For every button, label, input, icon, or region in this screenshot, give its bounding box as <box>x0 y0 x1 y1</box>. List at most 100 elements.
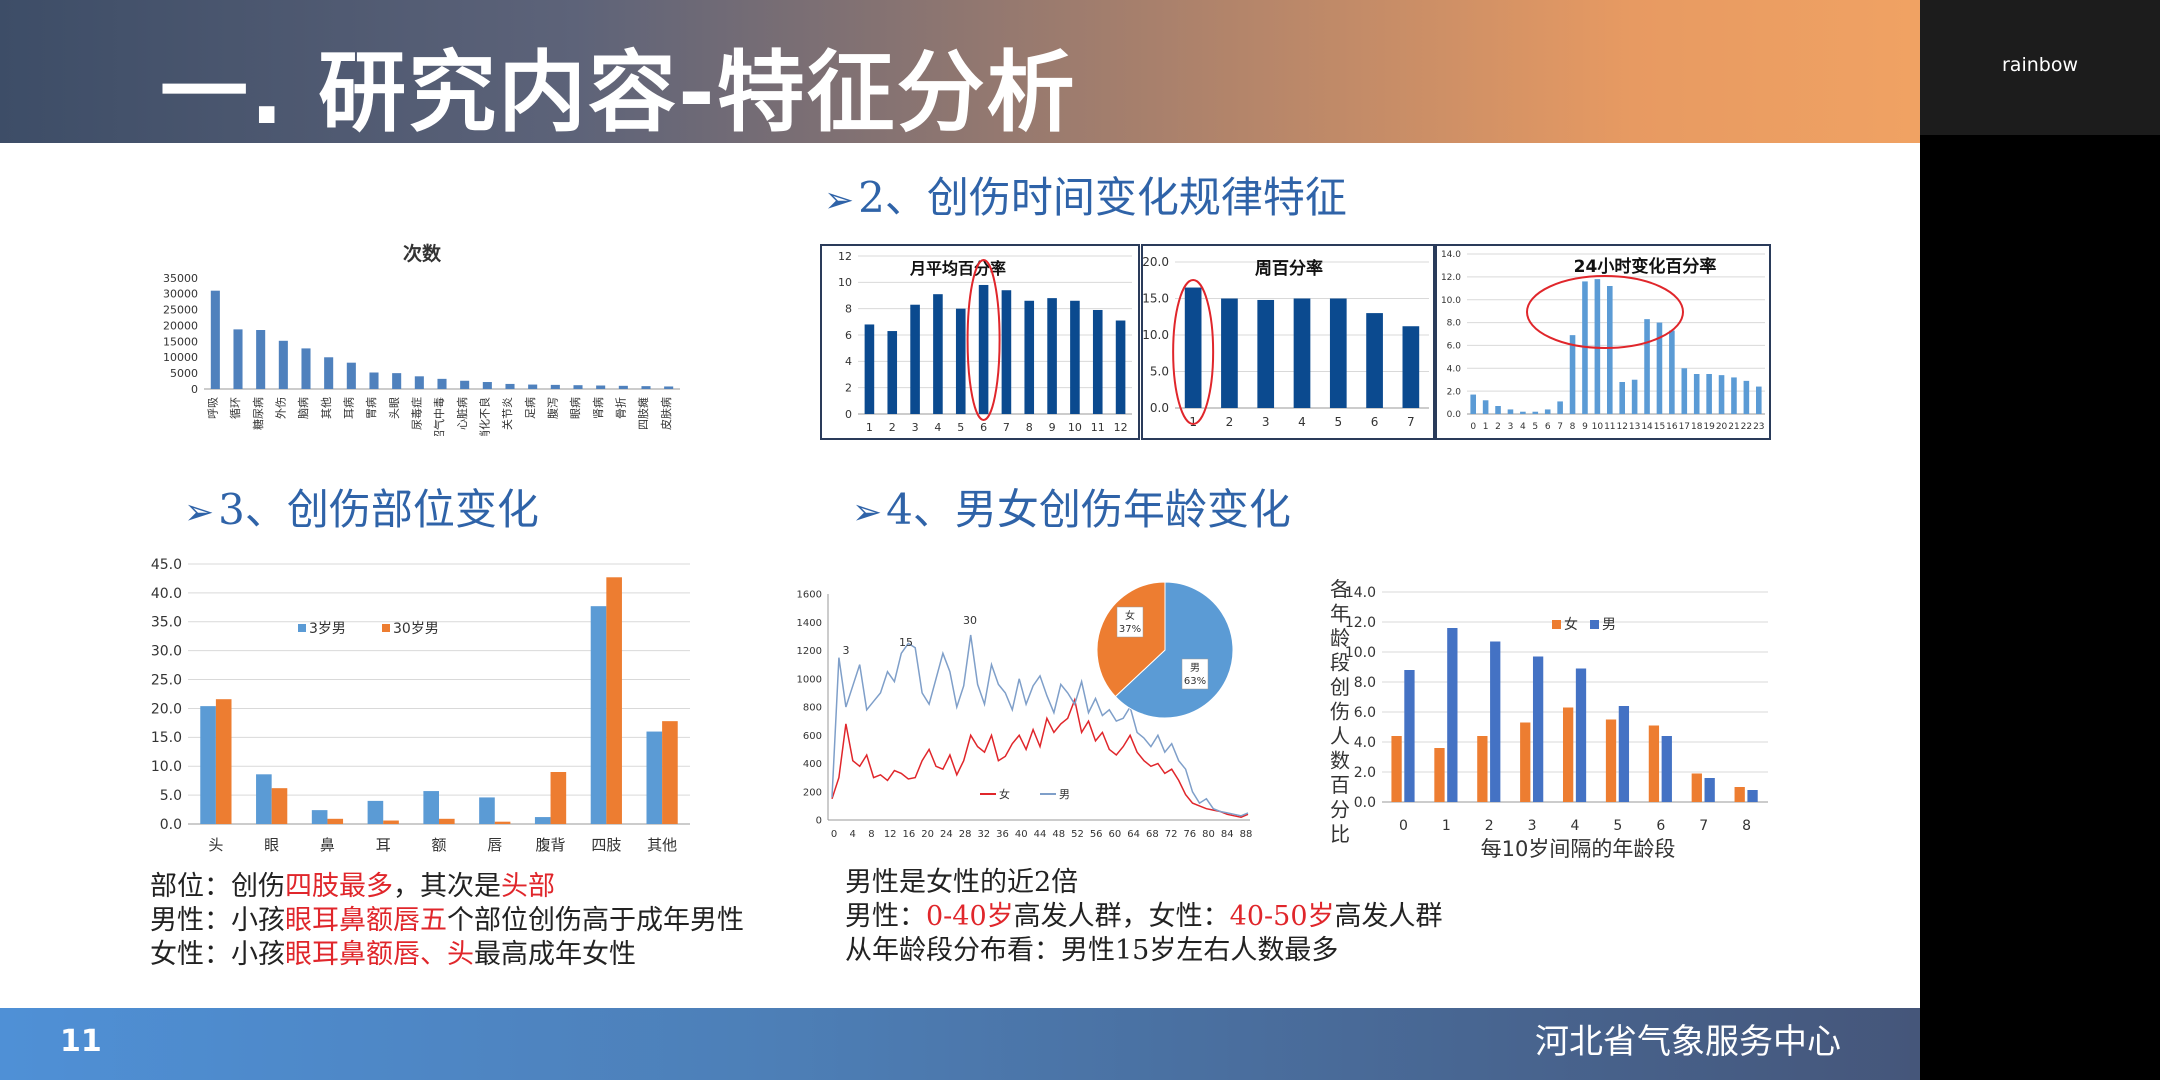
x-tick-label: 1 <box>866 421 873 434</box>
bar <box>439 818 455 824</box>
note-text: 男性：小孩 <box>150 905 285 936</box>
bar <box>301 348 311 389</box>
y-tick-label: 10.0 <box>1142 328 1169 342</box>
chart-title: 月平均百分率 <box>909 259 1006 278</box>
bar <box>606 577 622 824</box>
x-tick-label: 6 <box>1656 818 1665 834</box>
y-tick-label: 10000 <box>163 351 198 364</box>
x-tick-label: 68 <box>1146 829 1159 840</box>
bar <box>1631 379 1638 414</box>
x-tick-label: 糖尿病 <box>251 397 265 430</box>
bar <box>1447 628 1458 802</box>
x-tick-label: 21 <box>1728 422 1739 432</box>
bar <box>1490 641 1501 802</box>
y-tick-label: 2 <box>845 382 852 395</box>
y-tick-label: 35000 <box>163 272 198 285</box>
y-tick-label: 12.0 <box>1345 615 1376 631</box>
annotation-label: 15 <box>899 636 913 649</box>
chart-svg: 男 63% 女 37% <box>1096 581 1234 719</box>
bar <box>550 384 560 389</box>
x-tick-label: 40 <box>1015 829 1028 840</box>
x-tick-label: 耳病 <box>341 397 355 419</box>
bar <box>482 382 492 389</box>
bar <box>528 384 538 389</box>
bar <box>1402 326 1420 408</box>
bar <box>1532 656 1544 802</box>
y-tick-label: 0.0 <box>1150 401 1169 415</box>
x-tick-label: 64 <box>1127 829 1140 840</box>
y-tick-label: 1200 <box>797 646 822 657</box>
page-number: 11 <box>60 1024 102 1059</box>
presenter-video-tile[interactable]: rainbow <box>1920 0 2160 135</box>
y-tick-label: 30.0 <box>151 644 182 660</box>
x-tick-label: 0 <box>1399 818 1408 834</box>
x-tick-label: 眼病 <box>568 397 582 419</box>
x-tick-label: 5 <box>1532 422 1538 432</box>
bar <box>664 386 674 389</box>
x-tick-label: 18 <box>1691 422 1703 432</box>
bar <box>1734 787 1745 802</box>
x-tick-label: 鼻 <box>320 836 335 854</box>
note-right-line: 从年龄段分布看：男性15岁左右人数最多 <box>845 934 1443 968</box>
y-tick-label: 14.0 <box>1345 585 1376 601</box>
x-tick-label: 20 <box>921 829 934 840</box>
y-tick-label: 10.0 <box>1345 645 1376 661</box>
y-tick-label: 25.0 <box>151 672 182 688</box>
y-tick-label: 2.0 <box>1447 387 1462 397</box>
bar <box>646 731 663 824</box>
chart-title: 次数 <box>403 242 442 265</box>
x-tick-label: 76 <box>1183 829 1196 840</box>
bar <box>1731 377 1737 414</box>
y-tick-label: 25000 <box>163 304 198 317</box>
bar <box>1257 299 1275 408</box>
highlighted-text: 0-40岁 <box>926 901 1014 932</box>
y-tick-label: 10 <box>838 276 852 289</box>
x-tick-label: 20 <box>1716 422 1728 432</box>
x-tick-label: 10 <box>1068 421 1082 434</box>
arrow-bullet-icon: ➢ <box>184 492 215 533</box>
pie-label-box <box>1181 658 1209 690</box>
x-tick-label: 48 <box>1052 829 1065 840</box>
pie-label-box <box>1116 606 1144 638</box>
bar <box>324 357 334 389</box>
x-tick-label: 8 <box>868 829 874 840</box>
y-tick-label: 800 <box>803 703 822 714</box>
y-tick-label: 5.0 <box>160 788 182 804</box>
x-tick-label: 四肢瘫 <box>636 397 650 430</box>
x-tick-label: 12 <box>1114 421 1128 434</box>
section-title-time: ➢2、创伤时间变化规律特征 <box>824 164 1347 225</box>
x-tick-label: 3 <box>1528 818 1537 834</box>
pie-slice-女 <box>1096 581 1166 698</box>
section-title-time-text: 2、创伤时间变化规律特征 <box>858 173 1347 222</box>
note-text: 男性是女性的近2倍 <box>845 867 1079 898</box>
bar <box>550 772 567 824</box>
bar <box>1681 368 1688 414</box>
x-tick-label: 7 <box>1003 421 1010 434</box>
y-tick-label: 1600 <box>797 590 822 601</box>
highlighted-text: 四肢最多 <box>285 871 393 902</box>
bar <box>1070 300 1080 414</box>
bar <box>233 329 243 389</box>
x-tick-label: 4 <box>1298 415 1306 429</box>
x-tick-label: 2 <box>1495 422 1501 432</box>
y-tick-label: 4.0 <box>1354 735 1376 751</box>
note-right-line: 男性：0-40岁高发人群，女性：40-50岁高发人群 <box>845 900 1443 934</box>
arrow-bullet-icon: ➢ <box>824 180 855 221</box>
x-tick-label: 19 <box>1703 422 1715 432</box>
y-tick-label: 15.0 <box>151 730 182 746</box>
chart-svg: 0.0 5.0 10.0 15.0 20.0 25.0 30.0 35.0 40.0 45.0 头 眼… <box>151 557 690 854</box>
bar <box>1648 725 1660 802</box>
legend-swatch <box>1590 620 1599 629</box>
note-text: 最高成年女性 <box>474 939 636 970</box>
y-tick-label: 10.0 <box>151 759 182 775</box>
note-text: 高发人群 <box>1334 901 1443 932</box>
y-tick-label: 20.0 <box>151 701 182 717</box>
x-tick-label: 10 <box>1592 422 1604 432</box>
y-tick-label: 1000 <box>797 674 822 685</box>
x-tick-label: 6 <box>1545 422 1551 432</box>
y-tick-label: 14.0 <box>1441 250 1461 260</box>
bar <box>1520 722 1531 802</box>
chart-title: 周百分率 <box>1255 258 1323 279</box>
x-tick-label: 3 <box>1508 422 1514 432</box>
